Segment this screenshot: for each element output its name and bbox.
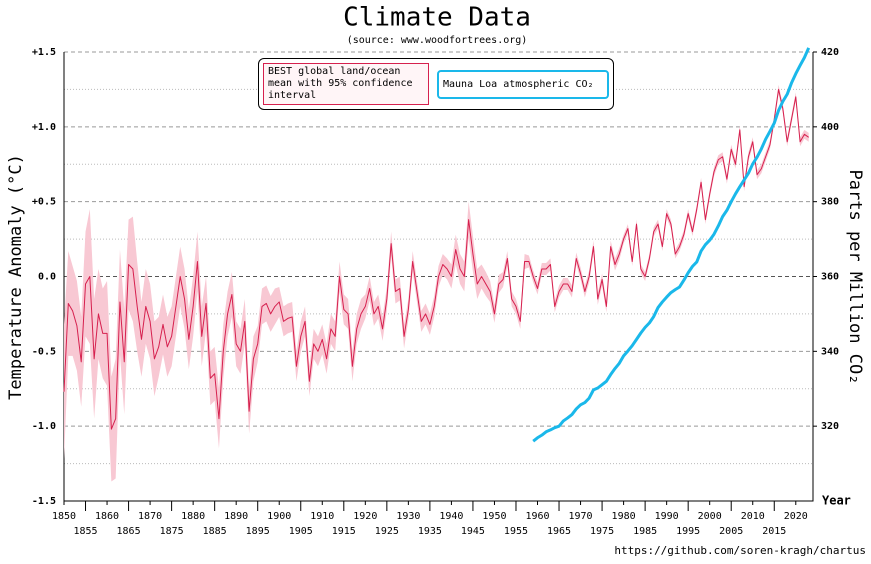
x-tick-label: 1990	[655, 511, 679, 522]
y-tick-label: +0.5	[32, 197, 56, 208]
x-tick-label: 1935	[418, 526, 442, 537]
x-tick-label: 1910	[310, 511, 334, 522]
chart-subtitle: (source: www.woodfortrees.org)	[347, 35, 528, 46]
legend: BEST global land/ocean mean with 95% con…	[258, 58, 614, 110]
x-tick-label: 2015	[762, 526, 786, 537]
axis-frame	[63, 52, 814, 502]
y-tick-label: +1.5	[32, 47, 56, 58]
data-line	[63, 88, 809, 430]
x-tick-label: 1960	[525, 511, 549, 522]
y-tick-label: +1.0	[32, 122, 56, 133]
y2-tick-label: 340	[821, 346, 839, 357]
legend-entry: BEST global land/ocean mean with 95% con…	[263, 63, 429, 105]
x-tick-label: 2020	[784, 511, 808, 522]
x-tick-label: 1915	[332, 526, 356, 537]
y-tick-label: -1.5	[32, 496, 56, 507]
x-tick-label: 2005	[719, 526, 743, 537]
legend-entry: Mauna Loa atmospheric CO₂	[437, 69, 609, 99]
x-tick-label: 1985	[633, 526, 657, 537]
y2-tick-label: 380	[821, 197, 839, 208]
y-tick-label: 0.0	[38, 272, 56, 283]
x-tick-label: 1965	[547, 526, 571, 537]
y-tick-label: -0.5	[32, 346, 56, 357]
x-tick-label: 2010	[741, 511, 765, 522]
x-tick-label: 1860	[95, 511, 119, 522]
x-tick-label: 1905	[289, 526, 313, 537]
x-tick-label: 1870	[138, 511, 162, 522]
x-tick-label: 2000	[698, 511, 722, 522]
y2-axis-label: Parts per Million CO₂	[845, 170, 865, 385]
x-tick-label: 1865	[117, 526, 141, 537]
x-tick-label: 1975	[590, 526, 614, 537]
x-tick-label: 1995	[676, 526, 700, 537]
x-tick-label: 1920	[353, 511, 377, 522]
x-tick-label: 1880	[181, 511, 205, 522]
footer: https://github.com/soren-kragh/chartus	[614, 544, 866, 557]
x-tick-label: 1900	[267, 511, 291, 522]
chart-title: Climate Data	[343, 3, 531, 33]
y2-tick-label: 400	[821, 122, 839, 133]
data-line	[532, 47, 811, 443]
y2-tick-label: 320	[821, 421, 839, 432]
x-tick-label: 1970	[569, 511, 593, 522]
y2-tick-label: 420	[821, 47, 839, 58]
x-tick-label: 1955	[504, 526, 528, 537]
y-axis-label: Temperature Anomaly (°C)	[6, 154, 26, 400]
x-tick-label: 1890	[224, 511, 248, 522]
x-tick-label: 1945	[461, 526, 485, 537]
x-tick-label: 1885	[203, 526, 227, 537]
x-tick-label: 1950	[482, 511, 506, 522]
x-tick-label: 1925	[375, 526, 399, 537]
x-axis-label: Year	[822, 494, 851, 508]
y2-tick-label: 360	[821, 272, 839, 283]
y-tick-label: -1.0	[32, 421, 56, 432]
x-tick-label: 1895	[246, 526, 270, 537]
x-tick-label: 1930	[396, 511, 420, 522]
x-tick-label: 1940	[439, 511, 463, 522]
x-tick-label: 1850	[52, 511, 76, 522]
x-tick-label: 1855	[73, 526, 97, 537]
confidence-band	[64, 84, 809, 482]
x-tick-label: 1980	[612, 511, 636, 522]
x-tick-label: 1875	[160, 526, 184, 537]
